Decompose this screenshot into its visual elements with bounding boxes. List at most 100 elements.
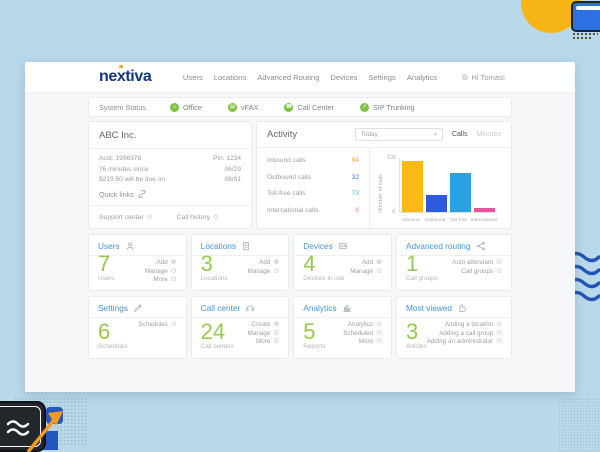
stat-label: Inbound calls (267, 157, 306, 164)
thumb-up-icon (457, 303, 467, 313)
call-center-link-more[interactable]: More ⊙ (256, 338, 279, 345)
activity-stat-outbound-calls: Outbound calls 32 (267, 174, 359, 181)
link-label: Manage (247, 329, 271, 337)
nav-item-advanced-routing[interactable]: Advanced Routing (257, 72, 320, 82)
users-link-manage[interactable]: Manage ⊙ (145, 268, 177, 275)
support-center-link[interactable]: Support center ⊙ (99, 214, 152, 221)
users-count: 7 (98, 251, 111, 276)
analytics-card-title[interactable]: Analytics (303, 303, 337, 313)
x-tick-label: Outbound (424, 218, 446, 223)
most-viewed-link-adding-a-location[interactable]: Adding a location ⊙ (445, 321, 502, 328)
most-viewed-link-adding-a-call-group[interactable]: Adding a call group ⊙ (439, 330, 502, 337)
nav-item-users[interactable]: Users (182, 72, 203, 82)
settings-card-title[interactable]: Settings (98, 303, 128, 313)
service-status-call-center[interactable]: ☎ Call Center (284, 102, 334, 112)
bar-slot (424, 158, 448, 212)
stat-label: Outbound calls (267, 173, 311, 181)
locations-card-title[interactable]: Locations (200, 241, 237, 251)
most-viewed-card-title[interactable]: Most viewed (405, 303, 453, 313)
service-status-office[interactable]: ⌂ Office (170, 102, 202, 112)
analytics-link-more[interactable]: More ⊙ (359, 338, 382, 345)
waves-tile-icon (0, 401, 46, 452)
x-tick-label: International (470, 218, 497, 223)
user-menu[interactable]: ⚙ Hi Tomas! (461, 73, 505, 82)
stat-value: 32 (351, 173, 359, 181)
circle-arrow-icon: ⊙ (376, 321, 382, 328)
advanced-routing-link-call-groups[interactable]: Call groups ⊙ (461, 268, 502, 275)
call-center-link-create[interactable]: Create ⊕ (252, 321, 280, 328)
link-label: Add (259, 259, 271, 266)
circle-arrow-icon: ⊙ (376, 338, 382, 345)
toggle-calls[interactable]: Calls (451, 131, 468, 138)
analytics-link-analytics[interactable]: Analytics ⊙ (348, 321, 382, 328)
locations-link-add[interactable]: Add ⊕ (259, 259, 279, 266)
call-center-count: 24 (200, 319, 226, 344)
advanced-routing-link-auto-attendant[interactable]: Auto attendant ⊙ (452, 259, 502, 266)
footer-link-label: Call history (176, 213, 211, 221)
link-label: More (256, 338, 271, 345)
locations-count-label: Locations (200, 275, 228, 282)
service-status-sip-trunking[interactable]: ↗ SIP Trunking (359, 102, 415, 112)
main-nav: Users Locations Advanced Routing Devices Set… (183, 73, 505, 82)
nav-item-analytics[interactable]: Analytics (406, 72, 438, 82)
advanced-routing-card-title[interactable]: Advanced routing (405, 241, 471, 251)
devices-card: Devices 4 Devices in use Add ⊕ Manage ⊙ (293, 234, 392, 291)
call-history-link[interactable]: Call history ⊙ (176, 214, 219, 221)
bar-slot (473, 158, 497, 212)
locations-link-manage[interactable]: Manage ⊙ (248, 268, 280, 275)
settings-count: 6 (98, 319, 111, 344)
link-label: Add (156, 259, 168, 266)
bar-slot (400, 158, 424, 212)
circle-arrow-icon: ⊙ (496, 338, 502, 345)
service-status-vfax[interactable]: ▤ vFAX (227, 102, 258, 112)
devices-card-title[interactable]: Devices (303, 241, 333, 251)
bar-inbound (401, 161, 423, 212)
nav-item-devices[interactable]: Devices (330, 72, 358, 82)
link-label: Create (251, 321, 271, 328)
settings-link-schedules[interactable]: Schedules ⊙ (138, 321, 176, 328)
users-card-title[interactable]: Users (98, 241, 120, 251)
analytics-card: Analytics 5 Reports Analytics ⊙ Scheduled ⊙ Mor… (293, 296, 392, 359)
advanced-routing-count-label: Call groups (405, 275, 438, 282)
link-label: Adding a call group (439, 329, 494, 337)
most-viewed-link-adding-an-administrator[interactable]: Adding an administrator ⊙ (427, 338, 502, 345)
decor-dashes (573, 37, 591, 39)
link-label: Manage (145, 267, 168, 275)
nextiva-logo[interactable]: nextiva (99, 68, 152, 85)
devices-link-add[interactable]: Add ⊕ (362, 259, 382, 266)
call-center-link-manage[interactable]: Manage ⊙ (248, 330, 280, 337)
quick-links[interactable]: Quick links (89, 186, 251, 206)
growth-arrow-icon (26, 411, 63, 452)
locations-count: 3 (200, 251, 213, 276)
x-tick-label: Inbound (402, 218, 420, 223)
add-circle-icon: ⊕ (273, 321, 280, 328)
system-status-label: System Status (99, 102, 147, 112)
circle-arrow-icon: ⊙ (376, 329, 382, 337)
users-link-more[interactable]: More ⊙ (153, 276, 176, 283)
device-icon (338, 241, 348, 251)
nav-item-locations[interactable]: Locations (213, 72, 247, 82)
most-viewed-count: 3 (405, 319, 419, 344)
devices-link-manage[interactable]: Manage ⊙ (350, 268, 382, 275)
analytics-count: 5 (303, 319, 316, 344)
stat-value: 73 (351, 190, 359, 197)
activity-title: Activity (267, 129, 298, 140)
circle-arrow-icon: ⊙ (496, 267, 502, 275)
link-label: Manage (350, 267, 374, 275)
y-tick-100: 100 (387, 155, 396, 161)
call-center-count-label: Call centers (200, 343, 234, 350)
nav-item-settings[interactable]: Settings (368, 72, 396, 82)
chevron-down-icon: ▾ (434, 131, 437, 138)
call-center-card-title[interactable]: Call center (200, 303, 241, 313)
circle-arrow-icon: ⊙ (170, 267, 177, 275)
analytics-link-scheduled[interactable]: Scheduled ⊙ (343, 330, 382, 337)
users-link-add[interactable]: Add ⊕ (157, 259, 177, 266)
period-select[interactable]: Today ▾ (354, 128, 443, 141)
dashboard-content: System Status ⌂ Office ▤ vFAX ☎ Call Center ↗ S… (25, 92, 575, 392)
account-card: ABC Inc. Acct: 1996378 Pin: 1234 76 minute… (88, 121, 252, 229)
most-viewed-card: Most viewed 3 Articles Adding a location ⊙ Ad… (395, 296, 512, 359)
devices-count: 4 (303, 251, 316, 276)
toggle-minutes[interactable]: Minutes (476, 131, 501, 138)
most-viewed-count-label: Articles (405, 343, 427, 350)
chart-y-axis-label: Number of calls (378, 174, 384, 213)
